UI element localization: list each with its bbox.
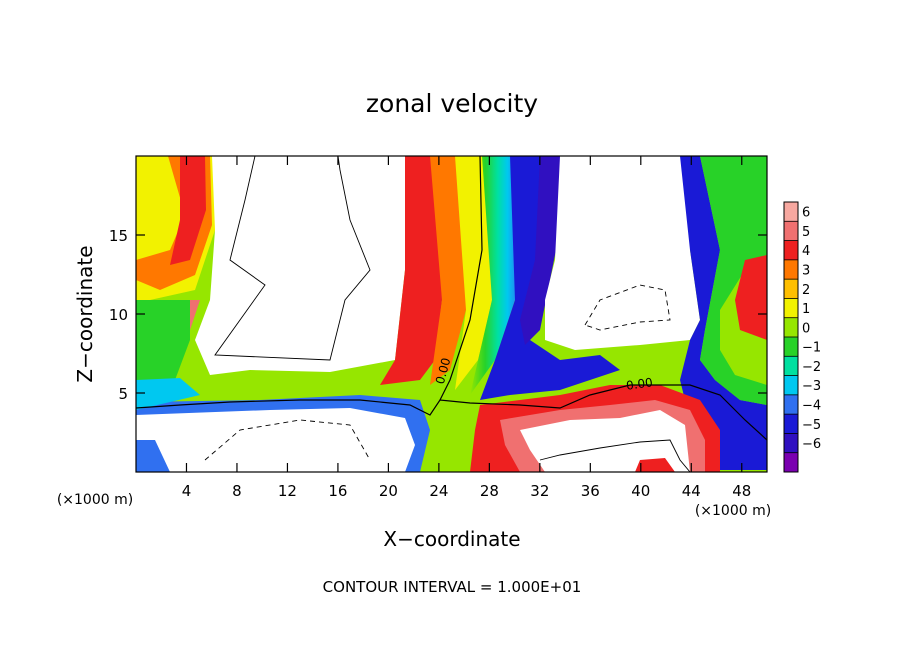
x-tick-label: 44 <box>682 482 701 500</box>
colorbar-swatch <box>784 279 798 299</box>
x-tick-label: 48 <box>732 482 751 500</box>
colorbar-label: −2 <box>802 360 821 375</box>
x-axis-ticks: 4 8 12 16 20 24 28 32 36 40 44 48 <box>182 156 751 500</box>
x-tick-label: 16 <box>328 482 347 500</box>
x-tick-label: 32 <box>530 482 549 500</box>
colorbar-swatch <box>784 298 798 319</box>
contour-lines <box>136 156 767 472</box>
colorbar-label: −3 <box>802 379 821 394</box>
colorbar-label: 1 <box>802 302 810 317</box>
x-tick-label: 36 <box>581 482 600 500</box>
y-axis-ticks: 5 10 15 <box>109 227 767 403</box>
colorbar-swatch <box>784 433 798 454</box>
colorbar-label: 6 <box>802 206 810 221</box>
colorbar-swatch <box>784 317 798 338</box>
colorbar-label: 5 <box>802 225 810 240</box>
x-tick-label: 12 <box>278 482 297 500</box>
x-unit-label-left: (×1000 m) <box>57 492 133 508</box>
colorbar-swatch <box>784 356 798 377</box>
colorbar-swatch <box>784 375 798 396</box>
y-tick-label: 15 <box>109 227 128 245</box>
colorbar-swatch <box>784 337 798 357</box>
colorbar-label: −5 <box>802 418 821 433</box>
colorbar-swatch <box>784 202 798 222</box>
contour-label-horizontal: 0.00 <box>625 375 653 393</box>
contour-label-vertical: 0.00 <box>433 356 453 385</box>
colorbar: 6 5 4 3 2 1 0 −1 −2 −3 −4 −5 −6 <box>783 201 821 473</box>
x-tick-label: 8 <box>232 482 242 500</box>
colorbar-swatch <box>784 221 798 242</box>
colorbar-label: −4 <box>802 399 821 414</box>
colorbar-swatch <box>784 452 798 473</box>
colorbar-label: 3 <box>802 264 810 279</box>
y-tick-label: 5 <box>118 385 128 403</box>
x-unit-label-right: (×1000 m) <box>695 503 771 519</box>
colorbar-swatch <box>784 394 798 415</box>
colorbar-label: 0 <box>802 321 810 336</box>
x-axis-label: X−coordinate <box>383 527 520 551</box>
heatmap-field <box>136 156 767 472</box>
colorbar-swatch <box>784 240 798 261</box>
colorbar-swatch <box>784 414 798 434</box>
x-tick-label: 40 <box>631 482 650 500</box>
x-tick-label: 4 <box>182 482 192 500</box>
contour-interval-footer: CONTOUR INTERVAL = 1.000E+01 <box>323 578 582 596</box>
x-tick-label: 24 <box>429 482 448 500</box>
x-tick-label: 28 <box>480 482 499 500</box>
colorbar-label: 4 <box>802 244 810 259</box>
colorbar-label: −6 <box>802 437 821 452</box>
colorbar-label: 2 <box>802 283 810 298</box>
colorbar-swatch <box>784 259 798 280</box>
y-tick-label: 10 <box>109 306 128 324</box>
chart-title: zonal velocity <box>366 89 538 118</box>
colorbar-label: −1 <box>802 341 821 356</box>
y-axis-label: Z−coordinate <box>73 245 97 382</box>
x-tick-label: 20 <box>379 482 398 500</box>
